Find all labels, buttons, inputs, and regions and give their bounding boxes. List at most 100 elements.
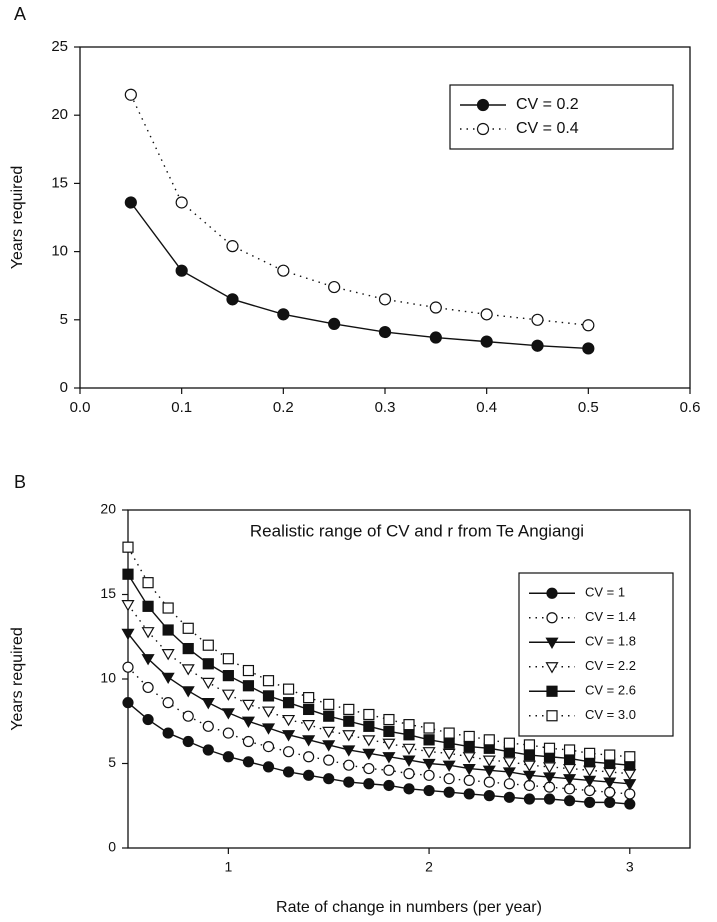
panel-label: B [14,472,26,492]
x-tick-label: 0.6 [680,399,701,416]
data-point [523,739,536,751]
data-point [261,723,276,735]
data-point [403,719,415,731]
data-point [222,727,234,739]
x-tick-label: 0.1 [171,399,192,416]
data-point [221,708,235,720]
legend-box [518,572,674,737]
legend-marker [546,685,558,697]
data-point [582,342,595,355]
data-point [531,313,544,326]
x-tick-label: 0.3 [375,399,396,416]
data-point [343,703,355,716]
data-point [442,748,456,761]
data-point [583,765,597,777]
data-point [443,773,455,785]
data-point [262,740,275,753]
data-point [162,697,174,709]
data-point [383,779,395,792]
data-point [624,798,636,810]
data-point [141,654,155,666]
data-point [543,742,556,754]
data-point [362,748,376,761]
data-point [328,280,341,294]
legend-marker [546,612,558,624]
data-point [623,779,637,791]
data-point [302,735,316,747]
data-point [141,627,155,639]
data-point [563,763,577,776]
legend-label: CV = 2.6 [585,683,636,698]
data-point [202,658,214,670]
legend-label: CV = 2.2 [585,658,636,673]
data-point [282,730,296,742]
data-point [221,689,235,701]
data-point [462,763,476,776]
data-point [429,331,442,344]
data-point [182,642,194,655]
data-point [142,600,154,612]
data-point [342,745,356,757]
data-point [261,706,276,718]
panel-label: A [14,4,26,24]
data-point [343,776,355,788]
data-point [182,622,194,634]
y-tick-label: 5 [60,311,68,328]
y-tick-label: 20 [51,106,68,123]
data-point [241,716,255,728]
data-point [443,786,455,798]
data-point [242,756,255,768]
data-point [624,751,636,763]
data-point [604,796,616,808]
data-point [222,653,234,665]
data-point [423,769,435,781]
data-point [122,697,134,709]
data-point [181,664,195,676]
data-point [162,727,174,739]
y-tick-label: 10 [51,243,68,260]
chart-title: Realistic range of CV and r from Te Angi… [250,521,584,540]
data-point [383,725,395,737]
data-point [161,672,175,685]
legend-label: CV = 0.2 [516,96,579,113]
data-point [462,752,476,764]
data-point [323,710,335,722]
data-point [403,768,415,780]
data-point [142,577,154,589]
data-point [403,783,415,795]
data-point [403,729,415,741]
data-point [362,735,376,747]
data-point [303,703,315,716]
data-point [323,698,335,710]
data-point [482,755,496,767]
y-tick-label: 10 [100,670,116,686]
data-point [282,766,295,778]
x-tick-label: 0.5 [578,399,599,416]
data-point [124,196,137,209]
data-point [603,767,617,779]
legend-marker [546,587,558,599]
data-point [402,743,416,755]
data-point [480,335,493,348]
legend-label: CV = 1.8 [585,634,636,649]
data-point [182,710,194,722]
data-point [241,699,255,712]
legend-marker [476,122,490,136]
data-point [282,697,295,709]
data-point [483,776,495,788]
data-point [201,698,215,710]
data-point [202,639,214,651]
data-point [282,714,296,727]
data-point [463,730,475,743]
data-point [463,788,475,800]
data-point [423,734,435,746]
data-point [423,722,435,734]
data-point [363,708,375,721]
y-tick-label: 5 [108,754,116,770]
legend-box [449,84,674,150]
legend-marker [546,710,558,722]
data-point [142,713,154,726]
data-point [262,675,275,687]
x-tick-label: 0.0 [70,399,91,416]
data-point [282,746,295,758]
